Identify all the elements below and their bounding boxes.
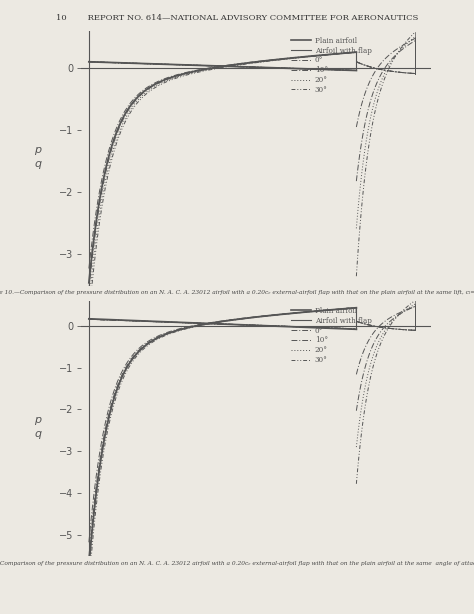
Legend: Plain airfoil, Airfoil with flap, 0°, 10°, 20°, 30°: Plain airfoil, Airfoil with flap, 0°, 10… — [291, 307, 372, 364]
Text: $p$
$q$: $p$ $q$ — [34, 146, 43, 171]
Text: 10        REPORT NO. 614—NATIONAL ADVISORY COMMITTEE FOR AERONAUTICS: 10 REPORT NO. 614—NATIONAL ADVISORY COMM… — [56, 14, 418, 22]
Text: $p$
$q$: $p$ $q$ — [34, 416, 43, 441]
Text: Figure 10.—Comparison of the pressure distribution on an N. A. C. A. 23012 airfo: Figure 10.—Comparison of the pressure di… — [0, 290, 474, 295]
Text: Figure 11.—Comparison of the pressure distribution on an N. A. C. A. 23012 airfo: Figure 11.—Comparison of the pressure di… — [0, 561, 474, 566]
Legend: Plain airfoil, Airfoil with flap, 0°, 10°, 20°, 30°: Plain airfoil, Airfoil with flap, 0°, 10… — [291, 37, 372, 94]
